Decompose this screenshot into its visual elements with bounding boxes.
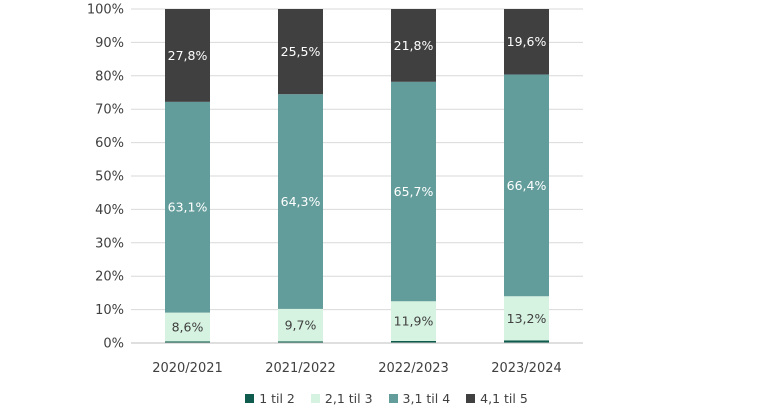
bar-segment-3-1 (165, 101, 210, 313)
legend-swatch (466, 393, 476, 403)
bar-segment-1-3 (391, 340, 436, 343)
x-category-label: 2020/2021 (152, 361, 223, 376)
legend-swatch (388, 393, 398, 403)
legend-label: 4,1 til 5 (480, 390, 528, 406)
data-label: 8,6% (172, 319, 204, 334)
bar-segment-4-4 (504, 9, 549, 75)
bar-segment-4-1 (165, 9, 210, 102)
legend-label: 2,1 til 3 (324, 390, 373, 406)
bar-segment-4-3 (391, 9, 436, 82)
y-tick-label: 20% (95, 270, 124, 285)
data-label: 21,8% (394, 38, 434, 53)
bar-segment-2-2 (278, 308, 323, 342)
bar-segment-1-1 (165, 341, 210, 343)
legend-item: 1 til 2 (245, 389, 295, 407)
x-category-label: 2022/2023 (378, 361, 449, 376)
legend-item: 4,1 til 5 (466, 389, 528, 407)
y-tick-label: 90% (95, 36, 124, 51)
data-label: 63,1% (168, 200, 208, 215)
data-label: 64,3% (281, 194, 321, 209)
y-tick-label: 0% (103, 337, 124, 352)
legend-swatch (245, 393, 255, 403)
y-tick-label: 80% (95, 69, 124, 84)
bar-segment-1-4 (504, 340, 549, 343)
bar-segment-1-2 (278, 341, 323, 343)
data-label: 66,4% (507, 178, 547, 193)
x-category-label: 2021/2022 (265, 361, 336, 376)
y-tick-label: 70% (95, 103, 124, 118)
bar-segment-4-2 (278, 9, 323, 95)
data-label: 27,8% (168, 48, 208, 63)
data-label: 65,7% (394, 184, 434, 199)
data-label: 9,7% (285, 318, 317, 333)
legend-item: 3,1 til 4 (388, 389, 451, 407)
bar-segment-2-4 (504, 296, 549, 341)
legend-swatch (310, 393, 320, 403)
bar-segment-3-3 (391, 81, 436, 302)
x-axis: 2020/2021 2021/2022 2022/2023 2023/2024 (131, 342, 583, 376)
y-tick-label: 100% (87, 3, 124, 18)
y-axis: 0% 10% 20% 30% 40% 50% 60% 70% 80% 90% 100% (87, 3, 124, 352)
y-tick-label: 10% (95, 303, 124, 318)
data-label: 25,5% (281, 44, 321, 59)
legend: 1 til 2 2,1 til 3 3,1 til 4 4,1 til 5 (0, 389, 773, 407)
data-label: 19,6% (507, 34, 547, 49)
bar-segment-3-4 (504, 74, 549, 297)
y-tick-label: 40% (95, 203, 124, 218)
bar-segment-2-1 (165, 312, 210, 342)
y-tick-label: 30% (95, 236, 124, 251)
data-label: 11,9% (394, 314, 434, 329)
y-tick-label: 60% (95, 136, 124, 151)
x-category-label: 2023/2024 (491, 361, 562, 376)
legend-label: 1 til 2 (259, 390, 295, 406)
bar-segment-3-2 (278, 94, 323, 309)
y-tick-label: 50% (95, 170, 124, 185)
bar-segment-2-3 (391, 301, 436, 341)
legend-label: 3,1 til 4 (402, 390, 451, 406)
legend-item: 2,1 til 3 (310, 389, 373, 407)
data-label: 13,2% (507, 311, 547, 326)
bars: 8,6% 63,1% 27,8% 9,7% 64,3% 25,5% 11,9% 65,7% 21… (165, 9, 549, 343)
